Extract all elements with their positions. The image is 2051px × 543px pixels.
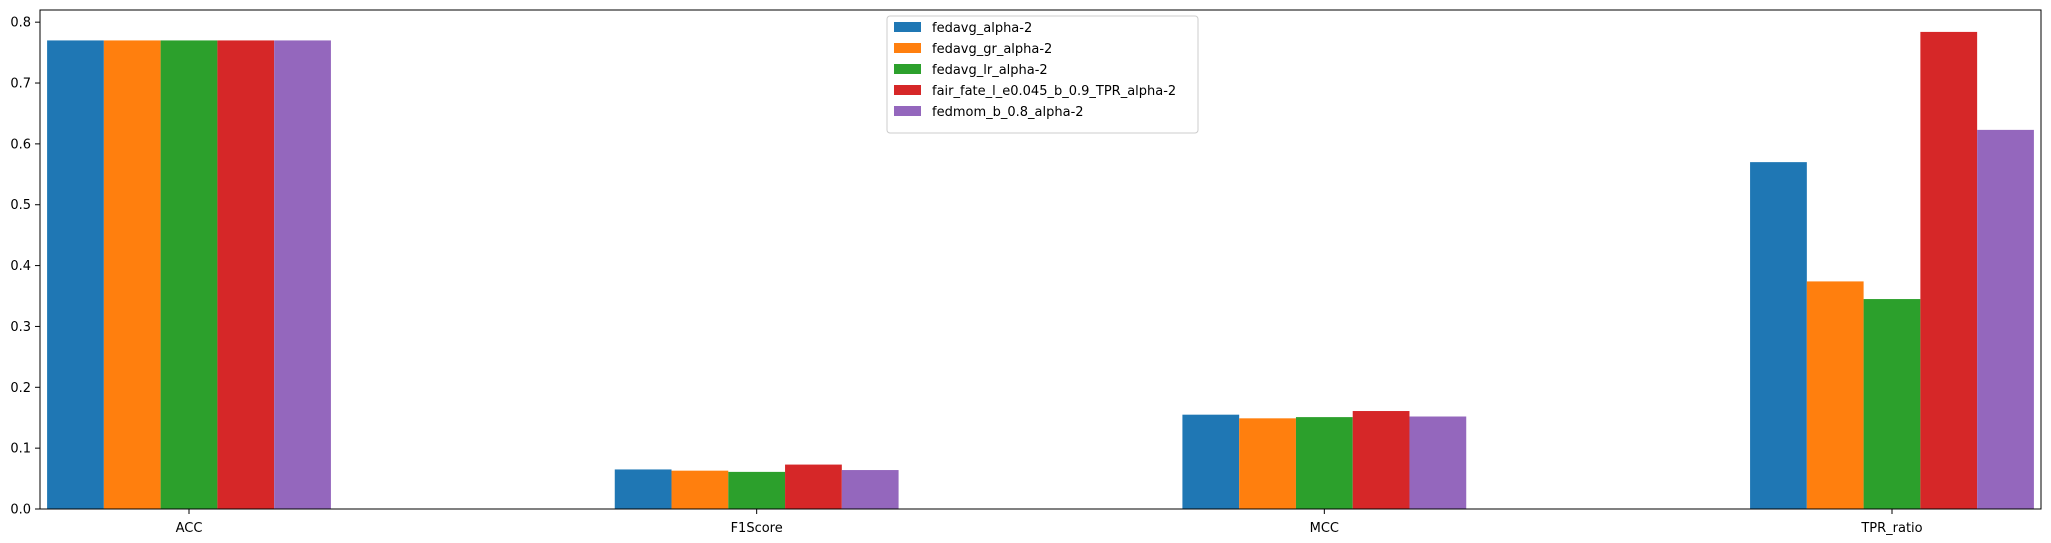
x-tick-label-F1Score: F1Score <box>731 521 783 536</box>
bar-ACC-fedmom_b_0.8_alpha-2 <box>274 40 331 510</box>
legend-swatch-fedavg_alpha-2 <box>894 22 921 32</box>
y-axis: 0.0 0.1 0.2 0.3 0.4 0.5 0.6 0.7 0.8 <box>10 16 40 518</box>
bar-ACC-fair_fate_l_e0.045_b_0.9_TPR_alpha-2 <box>217 40 275 510</box>
bar-F1Score-fedavg_gr_alpha-2 <box>671 470 729 509</box>
y-tick-label: 0.0 <box>10 503 31 518</box>
bar-MCC-fedavg_alpha-2 <box>1182 414 1240 509</box>
bar-MCC-fair_fate_l_e0.045_b_0.9_TPR_alpha-2 <box>1352 411 1410 509</box>
legend: fedavg_alpha-2 fedavg_gr_alpha-2 fedavg_lr… <box>886 15 1199 134</box>
y-tick-label: 0.2 <box>10 381 31 396</box>
y-tick-label: 0.8 <box>10 16 31 31</box>
legend-label-fedavg_lr_alpha-2: fedavg_lr_alpha-2 <box>932 63 1048 78</box>
legend-swatch-fedavg_gr_alpha-2 <box>894 43 921 53</box>
y-tick-label: 0.4 <box>10 259 31 274</box>
legend-swatch-fedavg_lr_alpha-2 <box>894 64 921 74</box>
legend-label-fair_fate_l_e0.045_b_0.9_TPR_alpha-2: fair_fate_l_e0.045_b_0.9_TPR_alpha-2 <box>932 84 1176 99</box>
plot-frame <box>39 9 2042 510</box>
bar-ACC-fedavg_alpha-2 <box>47 40 104 510</box>
legend-swatch-fedmom_b_0.8_alpha-2 <box>894 106 921 116</box>
legend-label-fedavg_alpha-2: fedavg_alpha-2 <box>932 21 1032 36</box>
bars-group <box>47 31 2034 510</box>
y-tick-label: 0.1 <box>10 442 31 457</box>
bar-TPR_ratio-fedmom_b_0.8_alpha-2 <box>1977 129 2034 509</box>
y-tick-label: 0.5 <box>10 198 31 213</box>
bar-MCC-fedmom_b_0.8_alpha-2 <box>1409 416 1467 509</box>
bar-F1Score-fedmom_b_0.8_alpha-2 <box>841 470 899 509</box>
y-tick-label: 0.7 <box>10 77 31 92</box>
bar-F1Score-fair_fate_l_e0.045_b_0.9_TPR_alpha-2 <box>785 464 842 509</box>
legend-label-fedmom_b_0.8_alpha-2: fedmom_b_0.8_alpha-2 <box>932 105 1084 120</box>
x-tick-label-TPR_ratio: TPR_ratio <box>1860 521 1922 536</box>
bar-F1Score-fedavg_alpha-2 <box>614 469 672 509</box>
bar-ACC-fedavg_gr_alpha-2 <box>103 40 161 510</box>
bar-TPR_ratio-fedavg_alpha-2 <box>1750 162 1807 509</box>
x-axis: ACC F1Score MCC TPR_ratio <box>176 509 1923 536</box>
y-tick-label: 0.3 <box>10 320 31 335</box>
x-tick-label-ACC: ACC <box>176 521 203 536</box>
x-tick-label-MCC: MCC <box>1310 521 1339 536</box>
legend-label-fedavg_gr_alpha-2: fedavg_gr_alpha-2 <box>932 42 1052 57</box>
bar-ACC-fedavg_lr_alpha-2 <box>160 40 218 510</box>
bar-MCC-fedavg_lr_alpha-2 <box>1295 417 1353 509</box>
y-tick-label: 0.6 <box>10 137 31 152</box>
legend-swatch-fair_fate_l_e0.045_b_0.9_TPR_alpha-2 <box>894 85 921 95</box>
bar-TPR_ratio-fair_fate_l_e0.045_b_0.9_TPR_alpha-2 <box>1920 31 1978 509</box>
bar-TPR_ratio-fedavg_lr_alpha-2 <box>1863 299 1921 509</box>
bar-MCC-fedavg_gr_alpha-2 <box>1239 418 1296 509</box>
legend-frame <box>886 15 1199 134</box>
bar-F1Score-fedavg_lr_alpha-2 <box>728 471 786 509</box>
bar-TPR_ratio-fedavg_gr_alpha-2 <box>1806 281 1864 509</box>
